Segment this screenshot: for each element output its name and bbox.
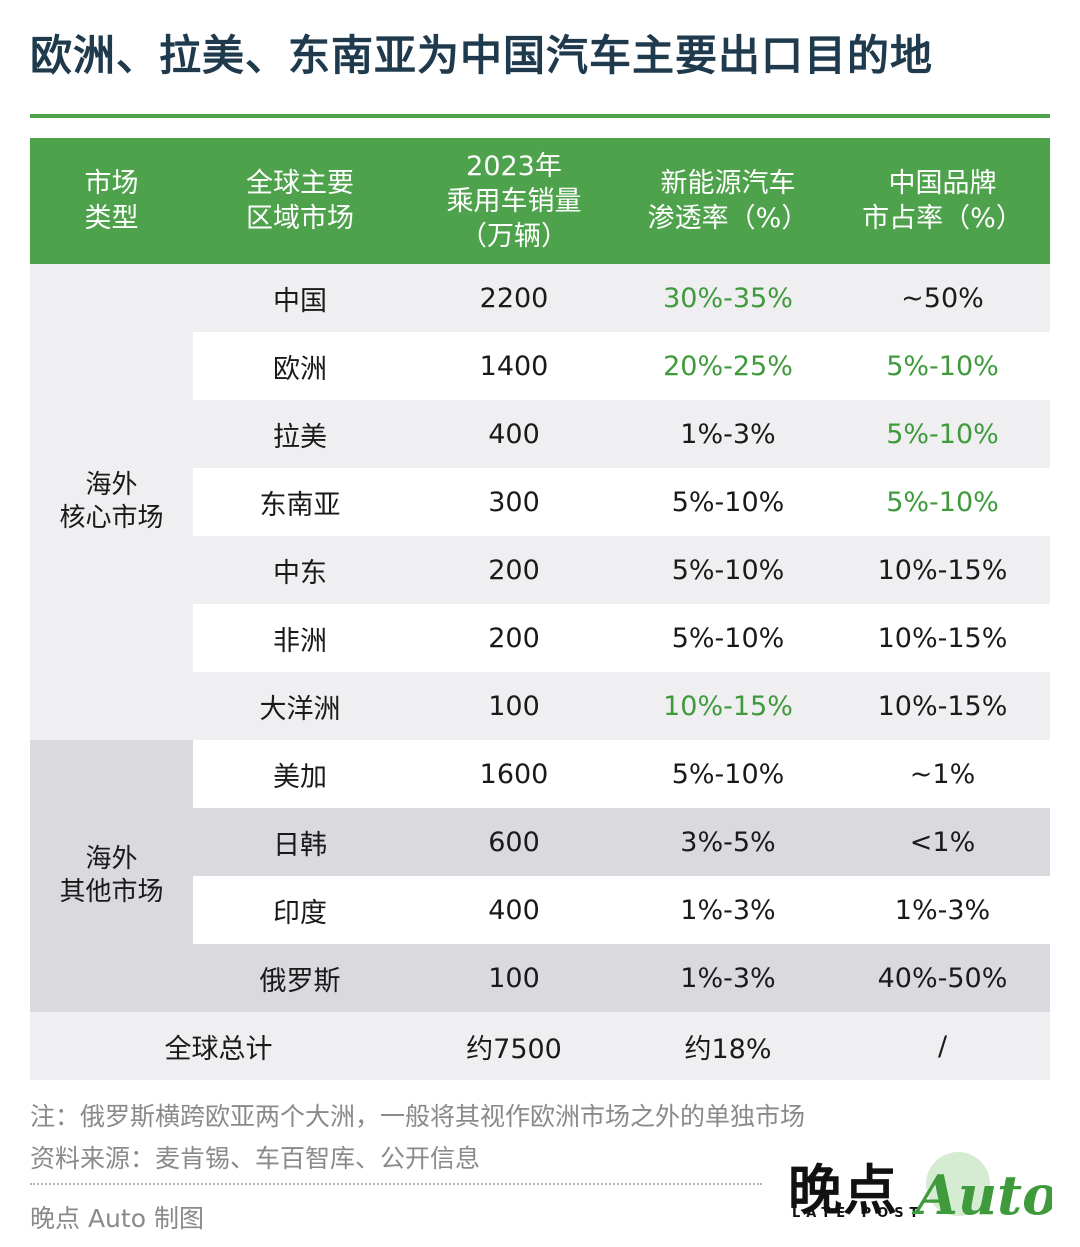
total-row: 全球总计 约7500 约18% / bbox=[30, 1012, 1050, 1080]
sales-cell: 2200 bbox=[479, 282, 549, 314]
table-row: 非洲 200 5%-10% 10%-15% bbox=[193, 604, 1050, 672]
auto-logo-icon: Auto bbox=[912, 1152, 1052, 1227]
sales-cell: 400 bbox=[488, 418, 540, 450]
sales-cell: 300 bbox=[488, 486, 540, 518]
china-share-cell: 5%-10% bbox=[886, 418, 999, 450]
region-cell: 大洋洲 bbox=[259, 693, 341, 725]
footer-divider bbox=[30, 1183, 762, 1185]
region-cell: 日韩 bbox=[273, 829, 327, 861]
region-cell: 俄罗斯 bbox=[259, 965, 341, 997]
header-region: 全球主要 区域市场 bbox=[246, 168, 354, 234]
china-share-cell: 40%-50% bbox=[877, 962, 1008, 994]
region-cell: 印度 bbox=[273, 897, 327, 929]
china-share-cell: 1%-3% bbox=[894, 894, 991, 926]
total-label: 全球总计 bbox=[164, 1033, 273, 1065]
china-share-cell: ~50% bbox=[901, 282, 984, 314]
table-row: 美加 1600 5%-10% ~1% bbox=[193, 740, 1050, 808]
region-cell: 中国 bbox=[273, 285, 327, 317]
header-china-brand-share: 中国品牌 市占率（%） bbox=[862, 168, 1023, 234]
footnote: 注：俄罗斯横跨欧亚两个大洲，一般将其视作欧洲市场之外的单独市场 bbox=[30, 1102, 806, 1131]
china-share-cell: ~1% bbox=[909, 758, 976, 790]
region-cell: 东南亚 bbox=[259, 489, 341, 521]
region-cell: 非洲 bbox=[273, 625, 327, 657]
data-table: 市场 类型 全球主要 区域市场 2023年 乘用车销量 （万辆） 新能源汽车 渗… bbox=[30, 138, 1050, 1080]
header-sales: 2023年 乘用车销量 （万辆） bbox=[446, 150, 582, 252]
nev-penetration-cell: 5%-10% bbox=[671, 486, 785, 518]
sales-cell: 100 bbox=[488, 690, 540, 722]
china-share-cell: 10%-15% bbox=[877, 554, 1008, 586]
sales-cell: 600 bbox=[488, 826, 540, 858]
market-group: 海外 核心市场 中国 2200 30%-35% ~50% 欧洲 1400 20%-25% 5%-… bbox=[30, 264, 1050, 740]
sales-cell: 200 bbox=[488, 622, 540, 654]
nev-penetration-cell: 10%-15% bbox=[663, 690, 793, 722]
nev-penetration-cell: 5%-10% bbox=[671, 622, 785, 654]
table-row: 中国 2200 30%-35% ~50% bbox=[193, 264, 1050, 332]
nev-penetration-cell: 1%-3% bbox=[680, 418, 776, 450]
nev-penetration-cell: 1%-3% bbox=[680, 894, 776, 926]
market-type-label: 海外 其他市场 bbox=[30, 740, 193, 1012]
svg-text:Auto: Auto bbox=[912, 1163, 1052, 1227]
nev-penetration-cell: 3%-5% bbox=[680, 826, 776, 858]
page-title: 欧洲、拉美、东南亚为中国汽车主要出口目的地 bbox=[30, 31, 934, 80]
region-cell: 中东 bbox=[273, 557, 327, 589]
logo-subtext: LATE POST bbox=[792, 1206, 925, 1221]
market-group: 海外 其他市场 美加 1600 5%-10% ~1% 日韩 600 3%-5% <1% 印度 400… bbox=[30, 740, 1050, 1012]
sales-cell: 1600 bbox=[479, 758, 549, 790]
table-header: 市场 类型 全球主要 区域市场 2023年 乘用车销量 （万辆） 新能源汽车 渗… bbox=[30, 138, 1050, 264]
table-row: 大洋洲 100 10%-15% 10%-15% bbox=[193, 672, 1050, 740]
table-row: 中东 200 5%-10% 10%-15% bbox=[193, 536, 1050, 604]
table-row: 印度 400 1%-3% 1%-3% bbox=[193, 876, 1050, 944]
table-row: 日韩 600 3%-5% <1% bbox=[193, 808, 1050, 876]
credit: 晚点 Auto 制图 bbox=[30, 1204, 204, 1233]
total-share: / bbox=[937, 1030, 948, 1062]
china-share-cell: 5%-10% bbox=[886, 486, 999, 518]
title-divider bbox=[30, 114, 1050, 118]
total-sales: 约7500 bbox=[466, 1033, 562, 1065]
header-market-type: 市场 类型 bbox=[84, 168, 139, 234]
nev-penetration-cell: 30%-35% bbox=[663, 282, 793, 314]
region-cell: 欧洲 bbox=[273, 353, 327, 385]
nev-penetration-cell: 5%-10% bbox=[671, 758, 785, 790]
table-row: 东南亚 300 5%-10% 5%-10% bbox=[193, 468, 1050, 536]
china-share-cell: 10%-15% bbox=[877, 690, 1008, 722]
logo-text: 晚点 bbox=[788, 1159, 898, 1222]
sales-cell: 1400 bbox=[479, 350, 549, 382]
nev-penetration-cell: 20%-25% bbox=[663, 350, 793, 382]
china-share-cell: 10%-15% bbox=[877, 622, 1008, 654]
market-type-label: 海外 核心市场 bbox=[30, 264, 193, 740]
total-nev: 约18% bbox=[684, 1033, 772, 1065]
sales-cell: 200 bbox=[488, 554, 540, 586]
region-cell: 美加 bbox=[273, 761, 327, 793]
source-note: 资料来源：麦肯锡、车百智库、公开信息 bbox=[30, 1144, 481, 1173]
nev-penetration-cell: 5%-10% bbox=[671, 554, 785, 586]
sales-cell: 100 bbox=[488, 962, 540, 994]
header-nev-penetration: 新能源汽车 渗透率（%） bbox=[647, 168, 809, 234]
china-share-cell: 5%-10% bbox=[886, 350, 999, 382]
table-row: 欧洲 1400 20%-25% 5%-10% bbox=[193, 332, 1050, 400]
table-row: 拉美 400 1%-3% 5%-10% bbox=[193, 400, 1050, 468]
table-row: 俄罗斯 100 1%-3% 40%-50% bbox=[193, 944, 1050, 1012]
china-share-cell: <1% bbox=[909, 826, 976, 858]
region-cell: 拉美 bbox=[273, 421, 327, 453]
nev-penetration-cell: 1%-3% bbox=[680, 962, 776, 994]
table-body: 海外 核心市场 中国 2200 30%-35% ~50% 欧洲 1400 20%-25% 5%-… bbox=[30, 264, 1050, 1012]
sales-cell: 400 bbox=[488, 894, 540, 926]
